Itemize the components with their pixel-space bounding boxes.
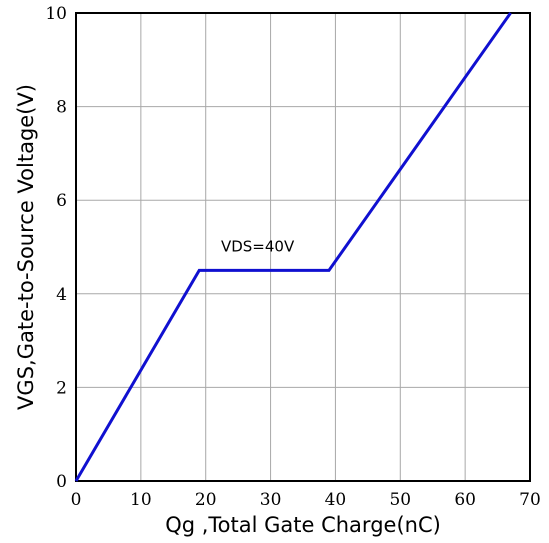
- x-tick-label: 50: [389, 490, 411, 510]
- y-tick-label: 10: [45, 4, 67, 24]
- x-tick-label: 0: [71, 490, 82, 510]
- x-tick-label: 30: [260, 490, 282, 510]
- x-tick-label: 20: [195, 490, 217, 510]
- x-tick-label: 40: [325, 490, 347, 510]
- x-tick-label: 60: [454, 490, 476, 510]
- y-axis-label: VGS,Gate-to-Source Voltage(V): [14, 84, 38, 410]
- y-tick-label: 4: [56, 285, 67, 305]
- plot-frame: [75, 12, 531, 482]
- x-tick-label: 70: [519, 490, 541, 510]
- y-tick-label: 8: [56, 98, 67, 118]
- y-tick-label: 2: [56, 378, 67, 398]
- x-tick-label: 10: [130, 490, 152, 510]
- y-tick-label: 6: [56, 191, 67, 211]
- tick-labels: 0 10 20 30 40 50 60 70 0 2 4 6 8 10: [45, 4, 540, 510]
- annotation-vds: VDS=40V: [221, 238, 295, 256]
- y-tick-label: 0: [56, 472, 67, 492]
- grid: [76, 13, 530, 481]
- x-axis-label: Qg ,Total Gate Charge(nC): [165, 513, 441, 537]
- series-line: [74, 12, 512, 482]
